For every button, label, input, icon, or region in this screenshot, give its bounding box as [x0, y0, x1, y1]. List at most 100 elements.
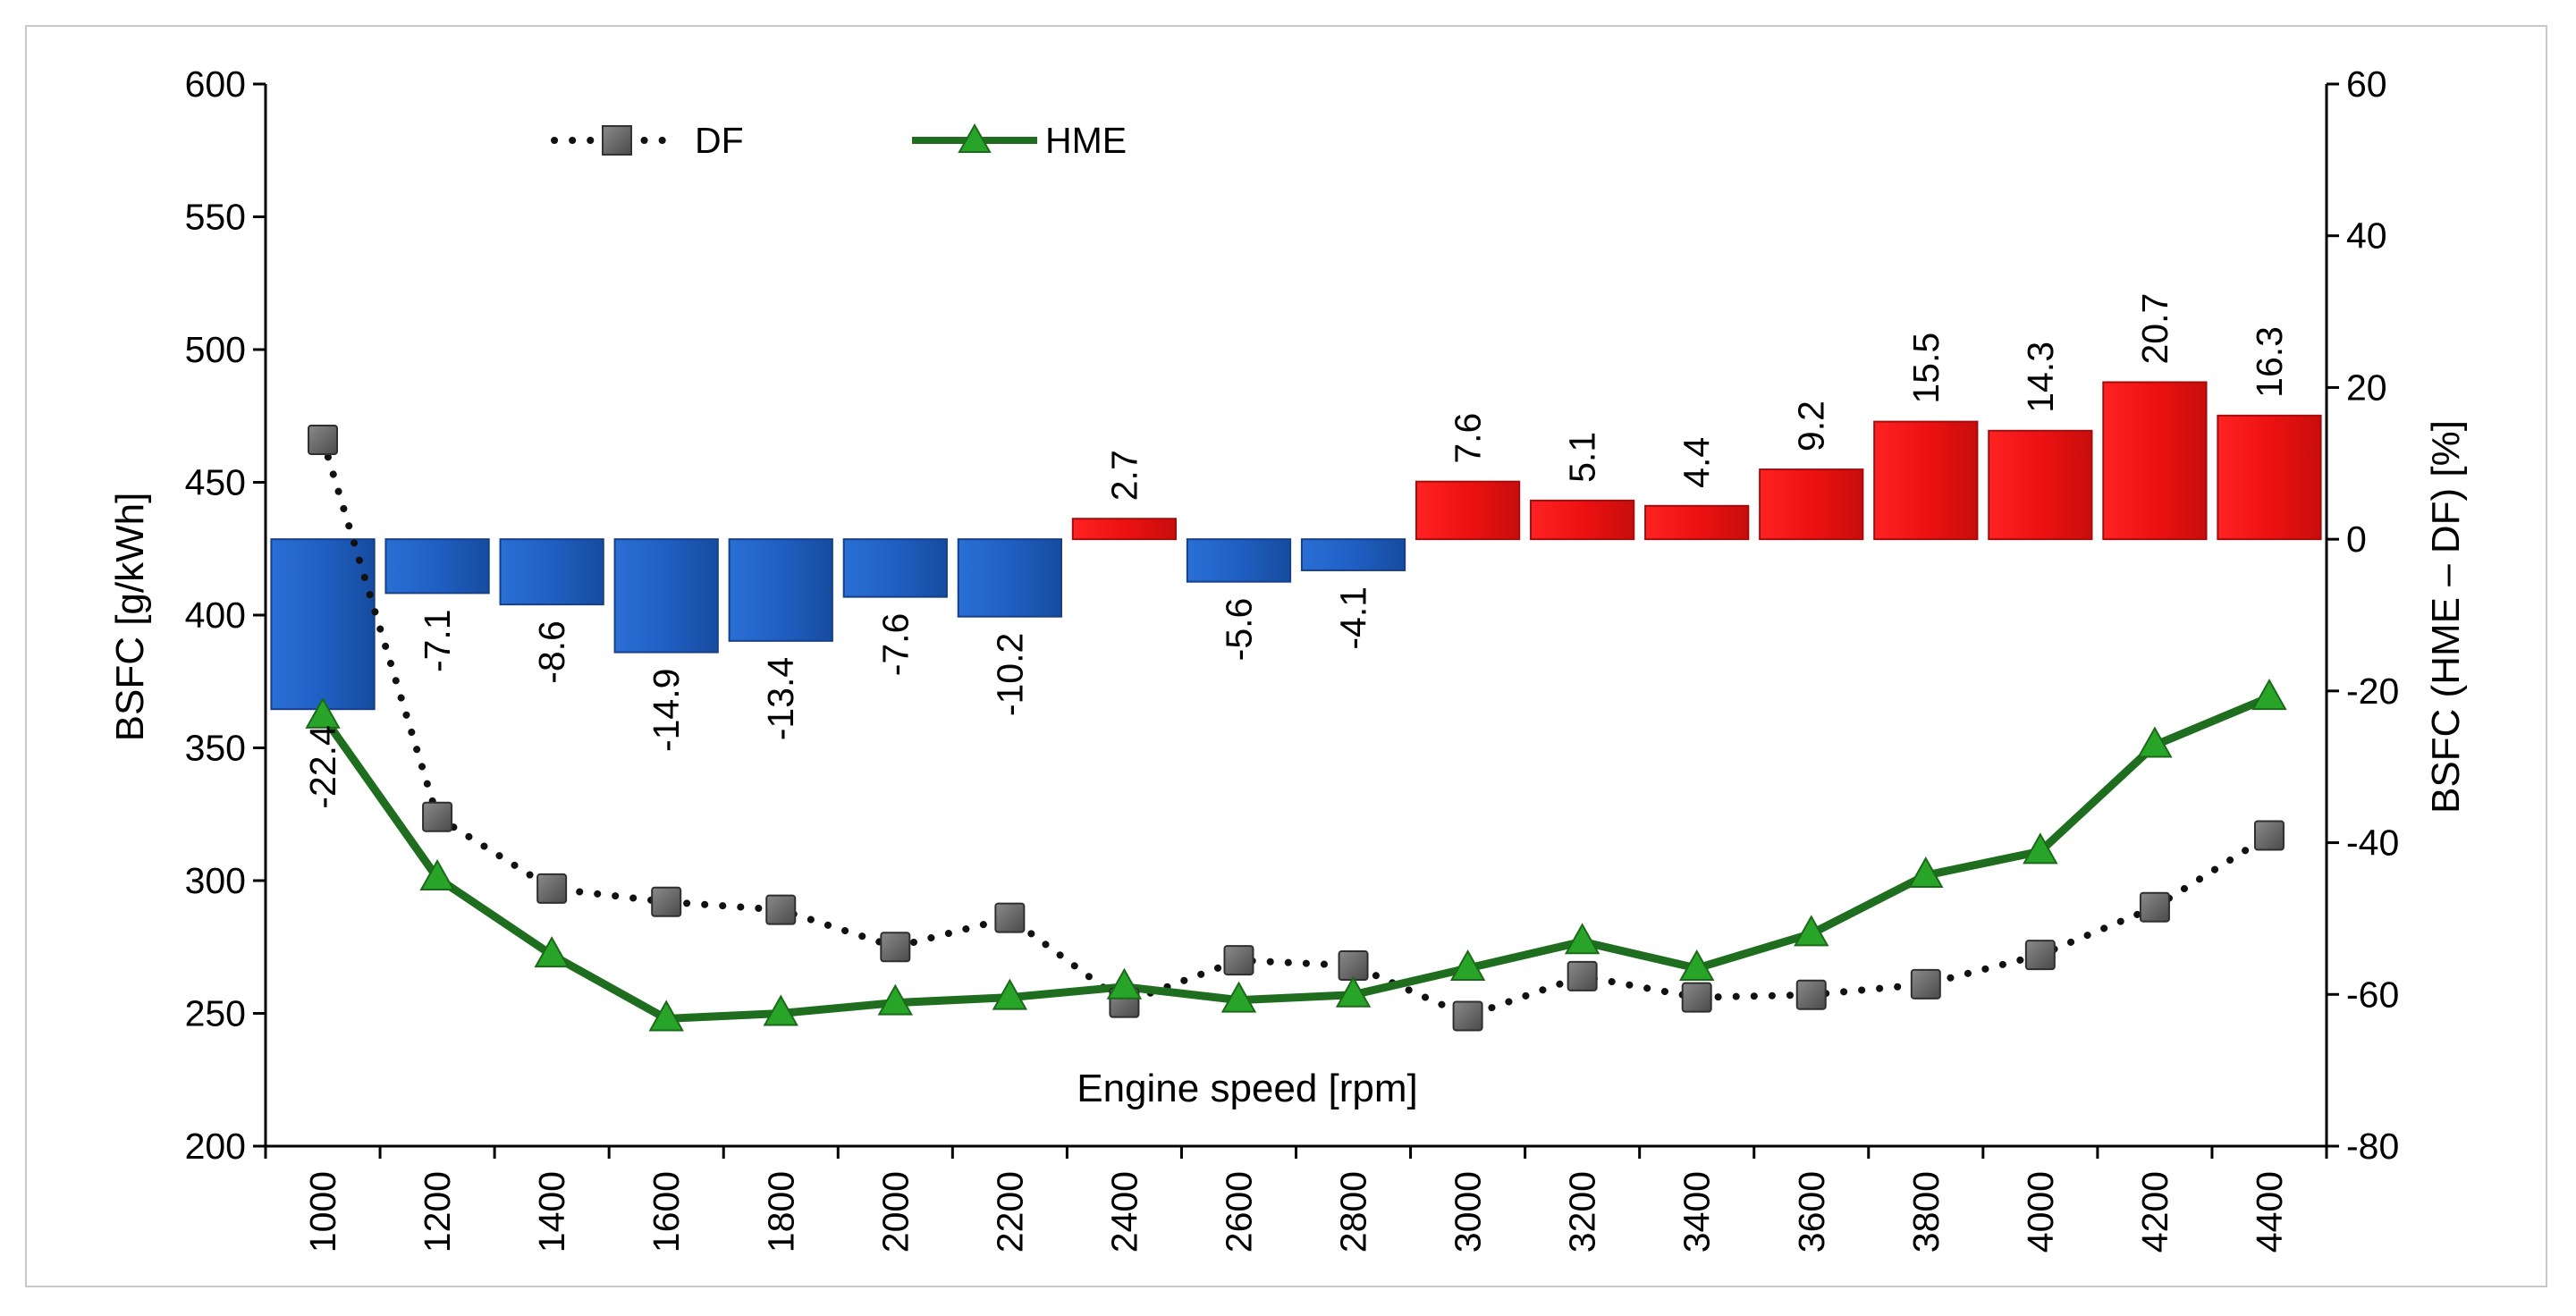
labels-layer: -22.4 -7.1 -8.6 -14.9 -13.4 -7.6 -10.2 2.7 -5.6 -… [302, 293, 2290, 809]
hme-marker [763, 994, 798, 1026]
positive-bar [2217, 414, 2322, 541]
y-tick-label: 350 [185, 728, 246, 769]
negative-bar [613, 538, 719, 654]
y2-tick-label: -60 [2346, 974, 2399, 1015]
bar-value-label: 14.3 [2020, 342, 2061, 413]
hme-marker [877, 983, 914, 1016]
x-tick-label: 2000 [874, 1171, 916, 1253]
y-tick-label: 250 [185, 993, 246, 1034]
negative-bar [270, 538, 376, 711]
bar-value-label: 15.5 [1905, 333, 1947, 404]
x-tick-label: 4200 [2134, 1171, 2175, 1253]
y-tick-label: 400 [185, 595, 246, 636]
legend-df-label: DF [695, 120, 744, 161]
hme-marker [305, 696, 341, 729]
hme-marker [1908, 856, 1944, 889]
df-marker [2253, 820, 2285, 851]
df-marker [2024, 940, 2056, 971]
y2-tick-label: 0 [2346, 519, 2367, 560]
bar-value-label: 16.3 [2249, 326, 2290, 398]
negative-bar [499, 538, 604, 606]
df-marker [536, 873, 568, 904]
bar-value-label: -7.6 [874, 613, 916, 677]
hme-marker [1449, 949, 1486, 982]
x-tick-label: 2400 [1103, 1171, 1144, 1253]
positive-bar [1988, 429, 2093, 541]
bar-value-label: -4.1 [1333, 586, 1374, 650]
hme-marker [2137, 726, 2173, 758]
df-marker [1681, 982, 1712, 1013]
bar-value-label: 4.4 [1677, 437, 1718, 488]
legend: DF HME [551, 120, 1127, 161]
x-tick-label: 3800 [1905, 1171, 1947, 1253]
hme-marker [1335, 975, 1372, 1008]
bars-layer [270, 381, 2322, 711]
x-tick-label: 3000 [1448, 1171, 1489, 1253]
y2-tick-label: -20 [2346, 671, 2399, 712]
positive-bar [1415, 480, 1521, 541]
chart: 200 250 300 350 400 450 500 550 600 -80 -60 -40 -20 0… [108, 63, 2468, 1253]
negative-bar [842, 538, 948, 598]
negative-bar [384, 538, 490, 595]
y2-tick-label: 60 [2346, 63, 2387, 105]
hme-marker [419, 858, 455, 891]
x-tick-label: 4000 [2020, 1171, 2061, 1253]
negative-bar [957, 538, 1062, 618]
positive-bar [2102, 381, 2208, 541]
bar-value-label: -7.1 [417, 609, 458, 672]
df-marker [1567, 960, 1598, 991]
legend-hme-marker [958, 122, 992, 153]
bar-value-label: -13.4 [760, 657, 801, 740]
x-tick-label: 2600 [1218, 1171, 1259, 1253]
hme-marker [2251, 679, 2287, 711]
y-tick-label: 550 [185, 197, 246, 238]
hme-marker [534, 936, 570, 968]
y2-tick-label: -80 [2346, 1126, 2399, 1167]
df-marker [880, 932, 911, 963]
y2-tick-label: 20 [2346, 367, 2387, 408]
hme-marker [1794, 915, 1829, 947]
df-marker [994, 902, 1026, 933]
hme-marker [992, 978, 1028, 1010]
x-axis-title: Engine speed [rpm] [1077, 1067, 1418, 1110]
y2-axis-title: BSFC (HME – DF) [%] [2424, 420, 2468, 814]
x-tick-label: 4400 [2249, 1171, 2290, 1253]
positive-bar [1644, 504, 1750, 541]
y-tick-label: 300 [185, 860, 246, 901]
y-axis-title: BSFC [g/kWh] [108, 493, 152, 742]
x-tick-label: 3200 [1562, 1171, 1603, 1253]
x-tick-label: 1000 [302, 1171, 343, 1253]
hme-marker [648, 1000, 684, 1032]
legend-df-marker [602, 125, 632, 156]
x-tick-label: 1400 [531, 1171, 572, 1253]
x-tick-label: 1800 [760, 1171, 801, 1253]
bar-value-label: -5.6 [1218, 598, 1259, 662]
negative-bar [1186, 538, 1292, 583]
bar-value-label: 7.6 [1448, 413, 1489, 464]
y-tick-label: 450 [185, 462, 246, 503]
hme-marker [1678, 949, 1715, 982]
bar-value-label: 9.2 [1791, 401, 1832, 451]
df-marker [765, 894, 797, 925]
bar-value-label: -14.9 [646, 669, 687, 752]
x-tick-label: 1200 [417, 1171, 458, 1253]
hme-series-line [319, 693, 2271, 1023]
bar-value-label: 5.1 [1562, 432, 1603, 483]
positive-bar [1873, 420, 1979, 541]
df-marker [651, 886, 682, 917]
bar-value-label: -22.4 [302, 725, 343, 808]
y2-tick-label: 40 [2346, 215, 2387, 257]
chart-frame: 200 250 300 350 400 450 500 550 600 -80 -60 -40 -20 0… [25, 25, 2547, 1287]
df-marker [422, 801, 453, 832]
bar-value-label: 2.7 [1103, 450, 1144, 501]
x-tick-label: 3400 [1677, 1171, 1718, 1253]
bar-value-label: -8.6 [531, 620, 572, 684]
lines-layer [305, 424, 2287, 1032]
df-marker [308, 424, 339, 455]
axes-layer: 200 250 300 350 400 450 500 550 600 -80 -60 -40 -20 0… [185, 63, 2400, 1253]
legend-hme-label: HME [1045, 120, 1127, 161]
df-marker [1795, 979, 1827, 1010]
x-tick-label: 3600 [1791, 1171, 1832, 1253]
y-tick-label: 500 [185, 329, 246, 370]
df-marker [1338, 950, 1369, 982]
